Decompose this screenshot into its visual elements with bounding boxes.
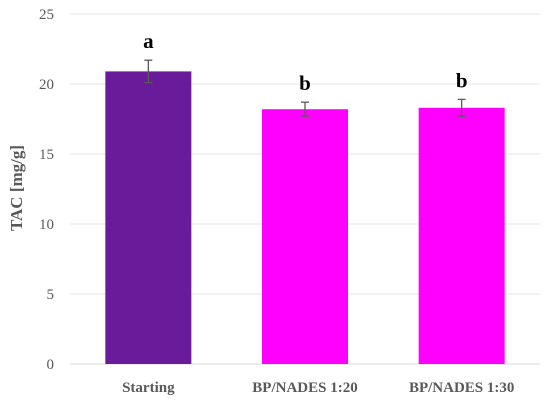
bar bbox=[105, 71, 192, 365]
significance-letter: b bbox=[456, 68, 468, 92]
y-tick-label: 5 bbox=[47, 287, 55, 303]
y-tick-label: 10 bbox=[39, 217, 54, 233]
significance-letter: b bbox=[299, 71, 311, 95]
bar bbox=[418, 107, 505, 365]
y-tick-label: 15 bbox=[39, 147, 54, 163]
error-bars bbox=[144, 59, 466, 117]
x-axis-categories: Starting BP/NADES 1:20 BP/NADES 1:30 bbox=[122, 380, 514, 396]
x-category-label: Starting bbox=[122, 380, 175, 396]
y-axis-label: TAC [mg/g] bbox=[7, 145, 26, 231]
significance-letter: a bbox=[143, 29, 154, 53]
error-bar bbox=[144, 59, 153, 84]
bars bbox=[105, 71, 505, 365]
error-bar bbox=[301, 101, 309, 117]
significance-letters: a b b bbox=[143, 29, 467, 95]
y-tick-label: 0 bbox=[47, 357, 55, 373]
y-tick-label: 25 bbox=[39, 7, 54, 23]
x-category-label: BP/NADES 1:30 bbox=[409, 380, 514, 396]
y-axis-ticks: 0 5 10 15 20 25 bbox=[39, 7, 54, 373]
error-bar bbox=[457, 98, 466, 117]
bar bbox=[262, 109, 348, 364]
y-tick-label: 20 bbox=[39, 77, 54, 93]
x-category-label: BP/NADES 1:20 bbox=[252, 380, 357, 396]
